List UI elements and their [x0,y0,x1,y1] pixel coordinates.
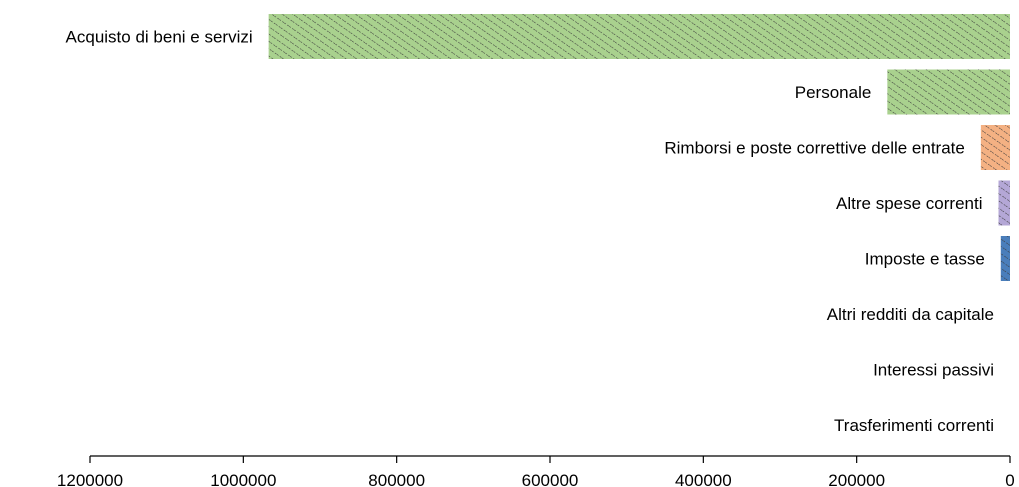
bar-0 [268,14,1011,59]
category-label-1: Personale [795,83,872,102]
category-label-4: Imposte e tasse [865,250,985,269]
x-tick-label-5: 200000 [828,471,885,487]
bar-4 [1000,236,1010,281]
x-tick-label-4: 400000 [675,471,732,487]
category-labels: Acquisto di beni e servizi Personale Rimbo… [66,28,994,436]
category-label-0: Acquisto di beni e servizi [66,28,253,47]
bars-group [268,14,1011,281]
x-tick-label-2: 800000 [368,471,425,487]
category-label-3: Altre spese correnti [836,194,982,213]
x-tick-label-3: 600000 [522,471,579,487]
bar-1 [887,69,1010,115]
category-label-5: Altri redditi da capitale [827,305,994,324]
category-label-7: Trasferimenti correnti [834,416,994,435]
category-label-2: Rimborsi e poste correttive delle entrat… [664,139,964,158]
x-tick-label-0: 1200000 [57,471,123,487]
x-tick-label-1: 1000000 [210,471,276,487]
bar-3 [998,180,1010,226]
bar-2 [980,125,1010,170]
category-label-6: Interessi passivi [873,361,994,380]
x-tick-label-6: 0 [1005,471,1014,487]
x-axis: 1200000 1000000 800000 600000 400000 200000 0 [57,455,1015,487]
